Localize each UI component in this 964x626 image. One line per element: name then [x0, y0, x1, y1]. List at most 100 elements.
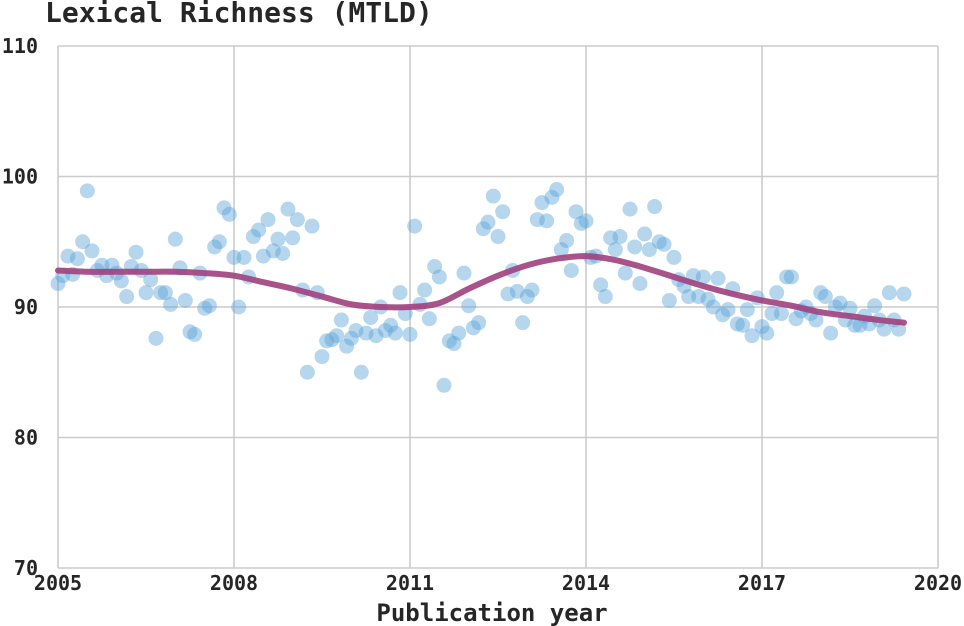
- y-tick-label: 90: [14, 295, 38, 319]
- scatter-point: [519, 289, 535, 305]
- scatter-point: [867, 298, 883, 314]
- scatter-point: [251, 222, 267, 238]
- scatter-point: [60, 248, 76, 264]
- scatter-point: [788, 311, 804, 327]
- scatter-point: [612, 229, 628, 245]
- scatter-point: [407, 218, 423, 234]
- scatter-point: [773, 306, 789, 322]
- scatter-point: [593, 277, 609, 293]
- y-tick-label: 100: [2, 165, 38, 189]
- scatter-point: [148, 330, 164, 346]
- scatter-point: [363, 309, 379, 325]
- scatter-point: [465, 320, 481, 336]
- scatter-point: [617, 265, 633, 281]
- scatter-point: [597, 289, 613, 305]
- scatter-point: [480, 214, 496, 230]
- scatter-point: [847, 317, 863, 333]
- y-tick-label: 80: [14, 426, 38, 450]
- scatter-point: [319, 333, 335, 349]
- scatter-point: [143, 272, 159, 288]
- scatter-point: [896, 286, 912, 302]
- scatter-point: [490, 229, 506, 245]
- scatter-point: [534, 195, 550, 211]
- scatter-point: [720, 302, 736, 318]
- scatter-point: [700, 291, 716, 307]
- scatter-point: [651, 234, 667, 250]
- scatter-point: [754, 319, 770, 335]
- scatter-point: [509, 283, 525, 299]
- scatter-point: [216, 200, 232, 216]
- y-tick-label: 70: [14, 556, 38, 580]
- x-tick-label: 2017: [738, 571, 786, 595]
- scatter-point: [573, 215, 589, 231]
- scatter-point: [353, 364, 369, 380]
- scatter-point: [128, 244, 144, 260]
- scatter-point: [285, 230, 301, 246]
- scatter-point: [138, 285, 154, 301]
- scatter-point: [197, 300, 213, 316]
- scatter-point: [441, 333, 457, 349]
- scatter-point: [695, 269, 711, 285]
- scatter-point: [539, 213, 555, 229]
- chart-title: Lexical Richness (MTLD): [45, 0, 433, 29]
- scatter-point: [427, 259, 443, 275]
- scatter-point: [163, 296, 179, 312]
- scatter-point: [500, 286, 516, 302]
- scatter-point: [632, 276, 648, 292]
- scatter-point: [461, 298, 477, 314]
- scatter-point: [231, 299, 247, 315]
- scatter-point: [333, 312, 349, 328]
- scatter-point: [544, 189, 560, 205]
- x-tick-label: 2005: [34, 571, 82, 595]
- x-tick-label: 2014: [562, 571, 610, 595]
- scatter-point: [705, 299, 721, 315]
- x-tick-label: 2020: [914, 571, 962, 595]
- scatter-point: [456, 265, 472, 281]
- scatter-point: [603, 230, 619, 246]
- scatter-point: [549, 182, 565, 198]
- scatter-point: [236, 249, 252, 265]
- scatter-point: [641, 242, 657, 258]
- scatter-point: [280, 201, 296, 217]
- scatter-point: [84, 243, 100, 259]
- scatter-point: [661, 292, 677, 308]
- scatter-point: [270, 231, 286, 247]
- scatter-point: [471, 315, 487, 331]
- scatter-point: [417, 282, 433, 298]
- scatter-point: [421, 311, 437, 327]
- scatter-point: [578, 213, 594, 229]
- scatter-point: [568, 204, 584, 220]
- scatter-point: [559, 232, 575, 248]
- tick-labels: 2005 2008 2011 2014 2017 2020 70 80 90 100 110: [2, 34, 962, 595]
- scatter-point: [876, 321, 892, 337]
- scatter-points: [50, 182, 912, 393]
- scatter-point: [627, 239, 643, 255]
- scatter-point: [729, 316, 745, 332]
- scatter-point: [764, 306, 780, 322]
- scatter-point: [245, 229, 261, 245]
- scatter-point: [157, 285, 173, 301]
- trend-line-group: [55, 253, 907, 326]
- scatter-point: [852, 317, 868, 333]
- scatter-point: [260, 212, 276, 228]
- scatter-point: [813, 285, 829, 301]
- scatter-point: [387, 325, 403, 341]
- scatter-point: [201, 298, 217, 314]
- scatter-point: [343, 330, 359, 346]
- scatter-point: [177, 292, 193, 308]
- scatter-point: [402, 326, 418, 342]
- scatter-point: [666, 249, 682, 265]
- scatter-point: [304, 218, 320, 234]
- scatter-point: [275, 245, 291, 261]
- scatter-point: [113, 273, 129, 289]
- scatter-point: [221, 206, 237, 222]
- scatter-point: [735, 317, 751, 333]
- scatter-point: [314, 349, 330, 365]
- scatter-point: [182, 324, 198, 340]
- scatter-point: [377, 322, 393, 338]
- scatter-point: [769, 285, 785, 301]
- scatter-point: [622, 201, 638, 217]
- scatter-point: [817, 289, 833, 305]
- scatter-point: [187, 326, 203, 342]
- scatter-point: [207, 239, 223, 255]
